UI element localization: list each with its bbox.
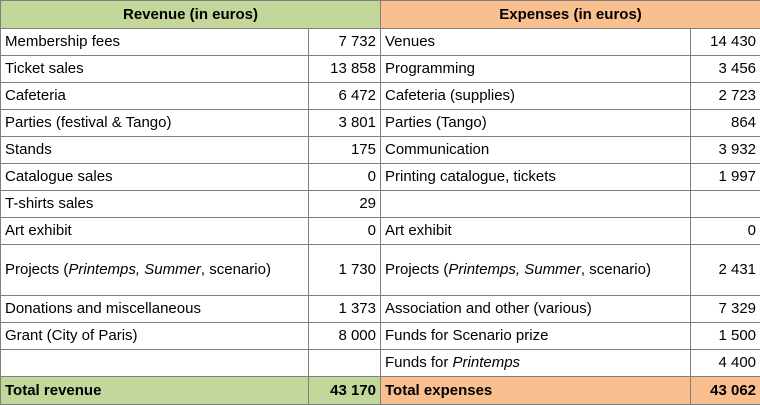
budget-row: Funds for Printemps 4 400 <box>0 349 760 377</box>
amount-cell: 1 500 <box>689 322 760 350</box>
amount-cell: 1 730 <box>308 244 381 296</box>
amount-cell <box>308 349 381 377</box>
label-cell: Membership fees <box>0 28 309 56</box>
total-row: Total revenue 43 170 Total expenses 43 062 <box>0 376 760 405</box>
label-cell: Programming <box>380 55 691 83</box>
amount-cell: 0 <box>308 163 381 191</box>
budget-row: Projects (Printemps, Summer, scenario) 1 … <box>0 244 760 296</box>
label-cell: Cafeteria (supplies) <box>380 82 691 110</box>
label-cell <box>0 349 309 377</box>
total-amount: 43 170 <box>308 376 381 405</box>
amount-cell: 864 <box>689 109 760 137</box>
text-segment: Printemps <box>452 354 521 371</box>
header-cell: Expenses (in euros) <box>379 0 760 29</box>
budget-row: Art exhibit 0 Art exhibit 0 <box>0 217 760 245</box>
label-cell: Ticket sales <box>0 55 309 83</box>
text-segment: , scenario) <box>200 261 271 278</box>
label-cell: Projects (Printemps, Summer, scenario) <box>380 244 691 296</box>
text-segment: Printemps, Summer <box>68 261 201 278</box>
label-cell: Catalogue sales <box>0 163 309 191</box>
budget-row: Donations and miscellaneous 1 373 Associat… <box>0 295 760 323</box>
label-cell: Cafeteria <box>0 82 309 110</box>
budget-row: Stands 175 Communication 3 932 <box>0 136 760 164</box>
amount-cell: 14 430 <box>689 28 760 56</box>
label-cell: Venues <box>380 28 691 56</box>
amount-cell: 7 732 <box>308 28 381 56</box>
text-segment: , scenario) <box>580 261 651 278</box>
label-cell: Funds for Scenario prize <box>380 322 691 350</box>
budget-row: T-shirts sales 29 <box>0 190 760 218</box>
label-cell: T-shirts sales <box>0 190 309 218</box>
budget-row: Catalogue sales 0 Printing catalogue, tick… <box>0 163 760 191</box>
amount-cell: 13 858 <box>308 55 381 83</box>
label-cell: Art exhibit <box>380 217 691 245</box>
amount-cell: 2 431 <box>689 244 760 296</box>
amount-cell: 0 <box>308 217 381 245</box>
amount-cell: 175 <box>308 136 381 164</box>
amount-cell: 2 723 <box>689 82 760 110</box>
amount-cell: 3 801 <box>308 109 381 137</box>
label-cell: Printing catalogue, tickets <box>380 163 691 191</box>
label-cell: Art exhibit <box>0 217 309 245</box>
label-cell: Communication <box>380 136 691 164</box>
total-label: Total expenses <box>380 376 691 405</box>
label-cell: Grant (City of Paris) <box>0 322 309 350</box>
amount-cell: 1 373 <box>308 295 381 323</box>
label-cell: Parties (festival & Tango) <box>0 109 309 137</box>
amount-cell: 4 400 <box>689 349 760 377</box>
label-cell <box>380 190 691 218</box>
label-cell: Projects (Printemps, Summer, scenario) <box>0 244 309 296</box>
label-cell: Funds for Printemps <box>380 349 691 377</box>
label-cell: Association and other (various) <box>380 295 691 323</box>
budget-row: Membership fees 7 732 Venues 14 430 <box>0 28 760 56</box>
budget-row: Ticket sales 13 858 Programming 3 456 <box>0 55 760 83</box>
amount-cell: 0 <box>689 217 760 245</box>
amount-cell: 29 <box>308 190 381 218</box>
budget-row: Grant (City of Paris) 8 000 Funds for Scen… <box>0 322 760 350</box>
label-cell: Donations and miscellaneous <box>0 295 309 323</box>
label-cell: Stands <box>0 136 309 164</box>
header-row: Revenue (in euros) Expenses (in euros) <box>0 0 760 29</box>
amount-cell: 7 329 <box>689 295 760 323</box>
amount-cell: 1 997 <box>689 163 760 191</box>
amount-cell: 3 456 <box>689 55 760 83</box>
text-segment: Projects ( <box>385 261 449 278</box>
total-amount: 43 062 <box>689 376 760 405</box>
budget-row: Parties (festival & Tango) 3 801 Parties (… <box>0 109 760 137</box>
text-segment: Funds for <box>385 354 453 371</box>
text-segment: Projects ( <box>5 261 69 278</box>
amount-cell <box>689 190 760 218</box>
amount-cell: 8 000 <box>308 322 381 350</box>
label-cell: Parties (Tango) <box>380 109 691 137</box>
amount-cell: 6 472 <box>308 82 381 110</box>
text-segment: Printemps, Summer <box>448 261 581 278</box>
amount-cell: 3 932 <box>689 136 760 164</box>
total-label: Total revenue <box>0 376 309 405</box>
header-cell: Revenue (in euros) <box>0 0 381 29</box>
budget-row: Cafeteria 6 472 Cafeteria (supplies) 2 723 <box>0 82 760 110</box>
